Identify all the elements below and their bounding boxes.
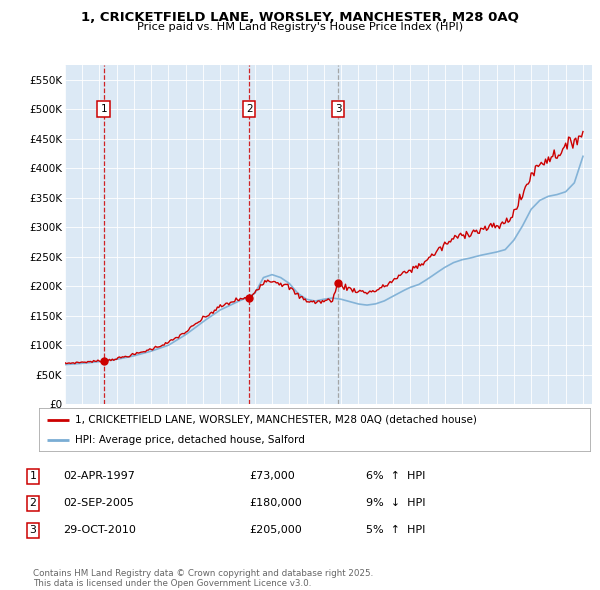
Text: HPI: Average price, detached house, Salford: HPI: Average price, detached house, Salf… xyxy=(75,435,305,445)
Text: 2: 2 xyxy=(246,104,253,114)
Text: 1: 1 xyxy=(29,471,37,481)
Text: 3: 3 xyxy=(29,526,37,535)
Text: 5%  ↑  HPI: 5% ↑ HPI xyxy=(366,526,425,535)
Text: 1: 1 xyxy=(100,104,107,114)
Text: 3: 3 xyxy=(335,104,341,114)
Text: 1, CRICKETFIELD LANE, WORSLEY, MANCHESTER, M28 0AQ (detached house): 1, CRICKETFIELD LANE, WORSLEY, MANCHESTE… xyxy=(75,415,476,425)
Text: 02-SEP-2005: 02-SEP-2005 xyxy=(63,499,134,508)
Text: £73,000: £73,000 xyxy=(249,471,295,481)
Text: 29-OCT-2010: 29-OCT-2010 xyxy=(63,526,136,535)
Text: 6%  ↑  HPI: 6% ↑ HPI xyxy=(366,471,425,481)
Text: £180,000: £180,000 xyxy=(249,499,302,508)
Text: 1, CRICKETFIELD LANE, WORSLEY, MANCHESTER, M28 0AQ: 1, CRICKETFIELD LANE, WORSLEY, MANCHESTE… xyxy=(81,11,519,24)
Text: Contains HM Land Registry data © Crown copyright and database right 2025.
This d: Contains HM Land Registry data © Crown c… xyxy=(33,569,373,588)
Text: 2: 2 xyxy=(29,499,37,508)
Text: £205,000: £205,000 xyxy=(249,526,302,535)
Text: Price paid vs. HM Land Registry's House Price Index (HPI): Price paid vs. HM Land Registry's House … xyxy=(137,22,463,32)
Text: 9%  ↓  HPI: 9% ↓ HPI xyxy=(366,499,425,508)
Text: 02-APR-1997: 02-APR-1997 xyxy=(63,471,135,481)
